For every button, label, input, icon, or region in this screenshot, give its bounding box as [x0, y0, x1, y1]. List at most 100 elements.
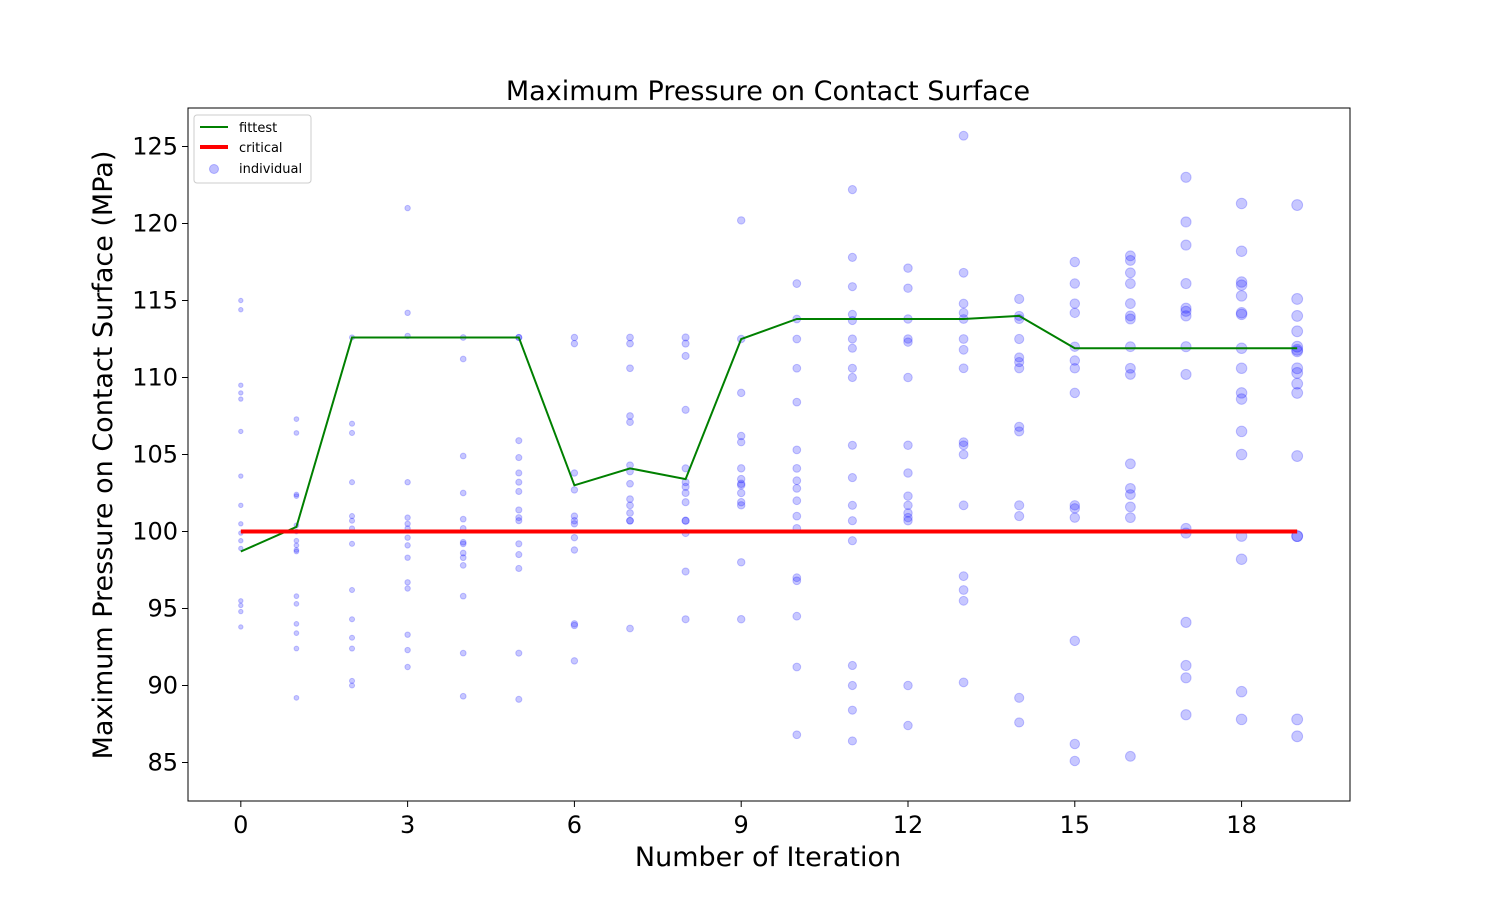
plot-area: 0 3 6 9 12 15 18 85 90 95 100 105 110 115 120 125 — [132, 107, 1351, 839]
individual-point — [1235, 553, 1248, 565]
individual-point — [1069, 500, 1081, 511]
individual-point — [570, 657, 579, 665]
individual-point — [238, 382, 244, 388]
individual-point — [570, 520, 579, 528]
individual-point — [570, 533, 579, 542]
individual-point — [293, 630, 300, 637]
individual-point — [404, 579, 411, 586]
individual-point — [736, 488, 746, 498]
x-tick-label: 3 — [400, 811, 415, 839]
individual-point — [847, 343, 857, 353]
individual-point — [958, 449, 969, 460]
individual-point — [293, 416, 300, 422]
individual-point — [293, 430, 300, 436]
individual-point — [1124, 362, 1136, 374]
individual-point — [903, 491, 913, 501]
individual-point — [847, 536, 857, 546]
individual-point — [459, 692, 467, 700]
individual-point — [293, 645, 300, 652]
individual-point — [958, 334, 969, 344]
individual-point — [681, 488, 690, 498]
individual-point — [459, 562, 467, 569]
individual-point — [570, 620, 579, 628]
individual-point — [238, 538, 244, 544]
individual-point — [1124, 489, 1136, 500]
individual-point — [792, 483, 802, 493]
individual-point — [1014, 692, 1025, 703]
individual-point — [1124, 278, 1136, 289]
individual-point — [238, 390, 244, 396]
individual-point — [404, 585, 411, 592]
individual-point — [1180, 616, 1192, 628]
individual-point — [958, 363, 969, 374]
individual-point — [1014, 293, 1025, 305]
legend: fittest critical individual — [193, 114, 312, 184]
individual-point — [404, 554, 411, 561]
individual-point — [1180, 216, 1192, 228]
individual-point — [736, 388, 746, 398]
individual-point — [1235, 362, 1248, 375]
individual-point — [238, 602, 244, 609]
individual-point — [1069, 387, 1081, 399]
individual-point — [1069, 738, 1081, 750]
individual-point — [626, 364, 634, 373]
individual-point — [293, 493, 300, 499]
individual-point — [293, 491, 300, 498]
individual-point — [1180, 302, 1192, 314]
individual-point — [1014, 333, 1025, 345]
individual-point — [293, 537, 300, 544]
individual-point — [1180, 171, 1192, 183]
individual-point — [736, 464, 746, 473]
individual-point — [958, 307, 969, 318]
individual-point — [1291, 450, 1304, 462]
x-tick-label: 0 — [233, 811, 248, 839]
individual-point — [515, 478, 523, 486]
individual-point — [1235, 448, 1248, 461]
individual-point — [903, 440, 913, 451]
individual-point — [792, 511, 802, 521]
individual-point — [1180, 709, 1192, 721]
individual-point — [847, 705, 857, 715]
individual-point — [404, 204, 411, 212]
individual-point — [1069, 512, 1081, 523]
individual-point — [1291, 343, 1304, 356]
individual-point — [570, 333, 579, 342]
legend-label-critical: critical — [239, 141, 283, 156]
individual-point — [238, 396, 244, 402]
individual-point — [459, 452, 467, 460]
individual-point — [1124, 298, 1136, 309]
individual-point — [1124, 512, 1136, 524]
individual-point — [681, 339, 690, 348]
individual-point — [348, 586, 356, 594]
individual-point — [293, 694, 300, 701]
individual-point — [570, 517, 579, 525]
individual-point — [515, 551, 523, 559]
individual-point — [1069, 307, 1081, 319]
individual-point — [903, 283, 913, 293]
individual-point — [348, 420, 356, 427]
individual-point — [1124, 341, 1136, 353]
individual-point — [459, 515, 467, 523]
individual-point — [1291, 309, 1304, 322]
individual-point — [1235, 713, 1248, 726]
individual-point — [1124, 501, 1136, 513]
individual-point — [1069, 363, 1081, 374]
individual-point — [238, 473, 244, 479]
individual-point — [1235, 387, 1248, 399]
individual-point — [958, 595, 969, 606]
individual-point — [626, 516, 634, 525]
individual-point — [626, 516, 634, 525]
individual-point — [1235, 245, 1248, 257]
individual-point — [847, 736, 857, 746]
individual-point — [570, 486, 579, 494]
individual-point — [736, 558, 746, 567]
individual-point — [736, 431, 746, 441]
individual-point — [792, 476, 802, 486]
legend-label-fittest: fittest — [239, 121, 277, 136]
individual-point — [847, 334, 857, 344]
individual-point — [792, 363, 802, 373]
individual-point — [1291, 293, 1304, 305]
individual-point — [238, 521, 244, 527]
individual-point — [1124, 250, 1136, 262]
individual-point — [792, 611, 802, 621]
